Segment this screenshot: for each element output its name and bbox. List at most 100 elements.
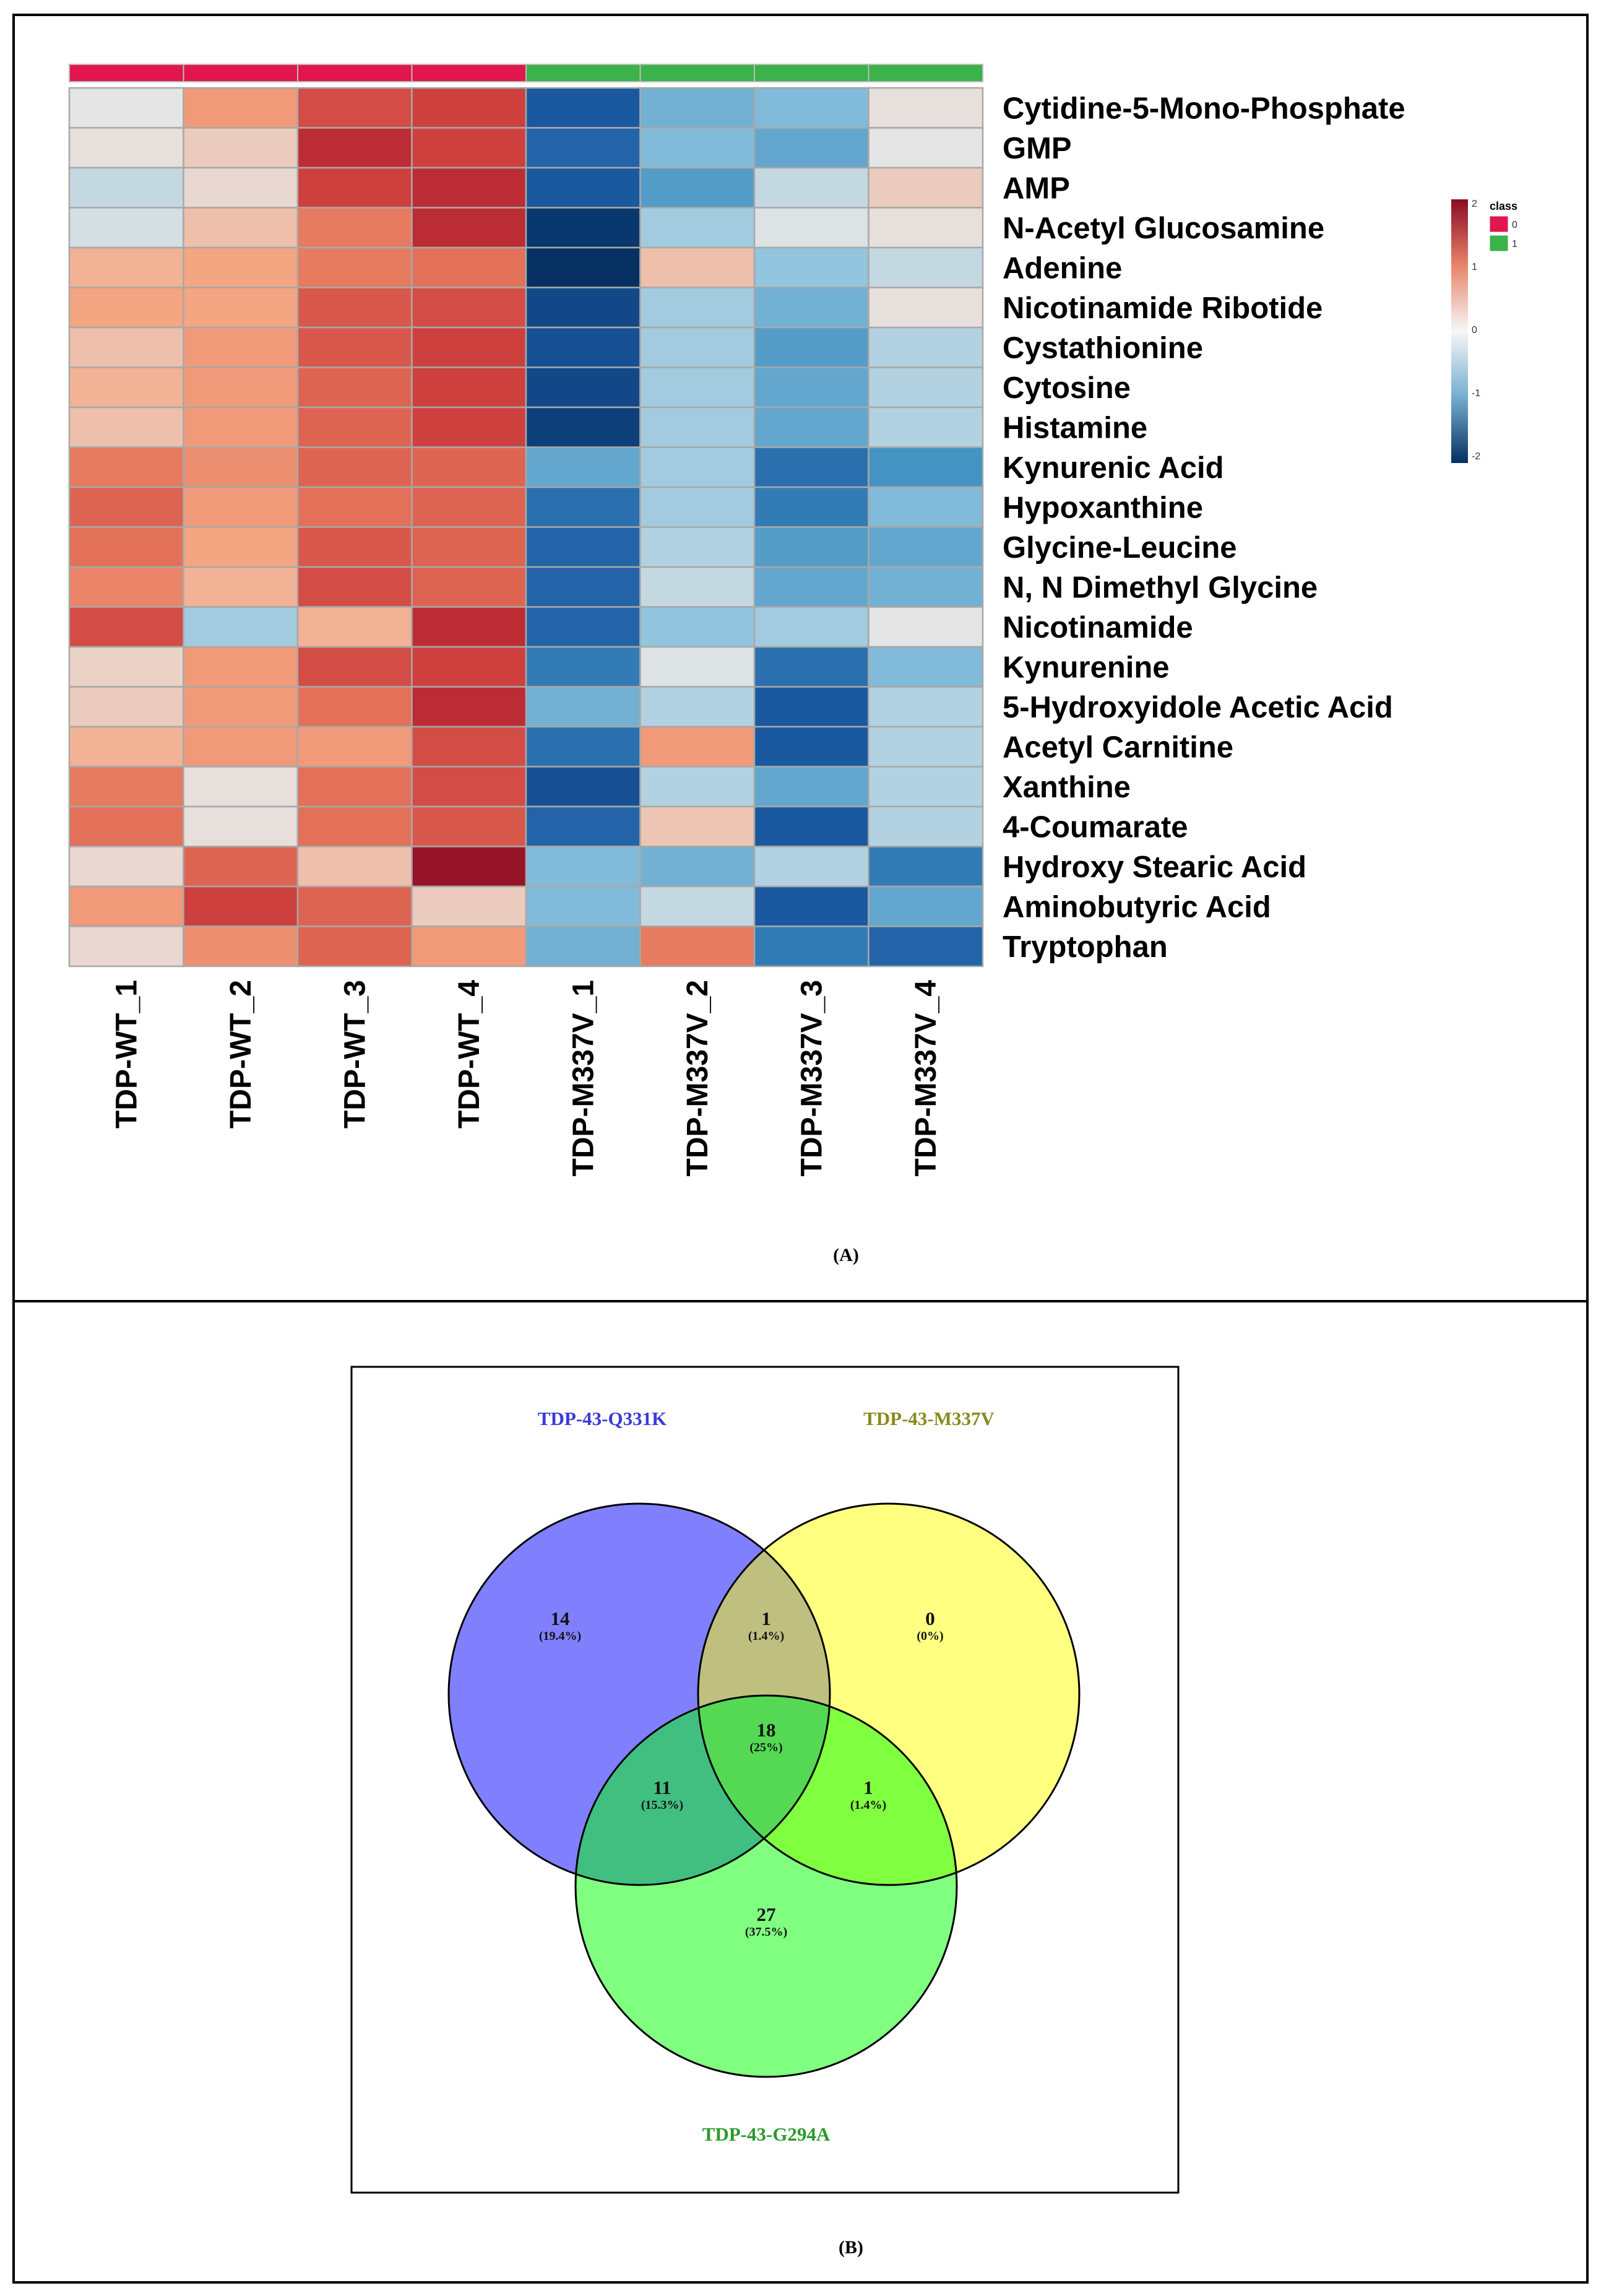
row-label: Histamine bbox=[1003, 411, 1147, 444]
heatmap-cell bbox=[868, 766, 984, 808]
heatmap-cell bbox=[639, 646, 756, 688]
heatmap-cell bbox=[639, 846, 756, 888]
venn-region-count: 0 bbox=[925, 1608, 935, 1629]
heatmap-cell bbox=[868, 726, 984, 768]
heatmap-cell bbox=[868, 326, 984, 368]
heatmap-panel: Cytidine-5-Mono-Phosphate GMP AMP N-Acetyl … bbox=[68, 64, 1517, 1265]
heatmap-cell bbox=[68, 287, 184, 329]
heatmap-cell bbox=[525, 646, 641, 688]
venn-region-percent: (1.4%) bbox=[850, 1798, 886, 1812]
heatmap-cell bbox=[68, 805, 184, 847]
heatmap-cell bbox=[183, 486, 299, 528]
heatmap-cell bbox=[68, 606, 184, 648]
heatmap-cell bbox=[525, 606, 641, 648]
heatmap-cell bbox=[639, 246, 756, 288]
heatmap-cell bbox=[411, 925, 527, 968]
heatmap-cell bbox=[411, 766, 527, 808]
heatmap-cell bbox=[753, 246, 870, 288]
colorbar-tick-label: 0 bbox=[1472, 325, 1477, 336]
venn-region-count: 14 bbox=[551, 1608, 570, 1629]
heatmap-cell bbox=[753, 366, 870, 409]
row-label: Glycine-Leucine bbox=[1003, 531, 1237, 565]
heatmap-cell bbox=[68, 87, 184, 129]
heatmap-cell bbox=[296, 246, 413, 288]
venn-outline-m337v bbox=[697, 1502, 1081, 1886]
heatmap-cell bbox=[296, 366, 413, 409]
heatmap-cell bbox=[868, 207, 984, 249]
heatmap-cell bbox=[411, 566, 527, 608]
heatmap-cell bbox=[411, 366, 527, 409]
heatmap-cell bbox=[68, 686, 184, 728]
class-bar-cell bbox=[639, 64, 755, 82]
venn-region-count: 27 bbox=[757, 1904, 776, 1925]
heatmap-cell bbox=[411, 726, 527, 768]
heatmap-cell bbox=[183, 127, 299, 169]
class-bar-cell bbox=[69, 64, 184, 82]
column-label: TDP-M337V_4 bbox=[910, 980, 943, 1177]
heatmap-cell bbox=[411, 646, 527, 688]
heatmap-cell bbox=[639, 606, 756, 648]
heatmap-cell bbox=[68, 446, 184, 488]
row-label: Nicotinamide Ribotide bbox=[1003, 292, 1323, 325]
heatmap-cell bbox=[68, 846, 184, 888]
row-label: Cytidine-5-Mono-Phosphate bbox=[1003, 92, 1405, 125]
heatmap-cell bbox=[68, 366, 184, 409]
heatmap-cell bbox=[296, 127, 413, 169]
heatmap-cell bbox=[525, 87, 641, 129]
heatmap-cell bbox=[68, 326, 184, 368]
colorbar-tick-label: 1 bbox=[1472, 262, 1477, 272]
heatmap-cell bbox=[411, 486, 527, 528]
venn-region-percent: (19.4%) bbox=[539, 1629, 581, 1643]
column-label: TDP-M337V_1 bbox=[567, 980, 600, 1176]
row-label: N-Acetyl Glucosamine bbox=[1003, 212, 1324, 245]
legend-entries: 01 bbox=[1489, 215, 1517, 252]
heatmap-cell bbox=[525, 805, 641, 847]
row-label: Aminobutyric Acid bbox=[1003, 890, 1271, 924]
heatmap-cell bbox=[296, 287, 413, 329]
venn-region-count: 1 bbox=[761, 1608, 771, 1629]
heatmap-legend: 210-1-2 class 01 bbox=[1451, 199, 1517, 463]
column-label: TDP-M337V_2 bbox=[681, 980, 714, 1176]
heatmap-cell bbox=[868, 127, 984, 169]
heatmap-cell bbox=[639, 287, 756, 329]
heatmap-cell bbox=[183, 766, 299, 808]
heatmap-cell bbox=[753, 846, 870, 888]
legend-swatch bbox=[1489, 235, 1509, 252]
heatmap-cell bbox=[868, 606, 984, 648]
heatmap-cell bbox=[296, 646, 413, 688]
heatmap-cell bbox=[753, 646, 870, 688]
heatmap-cell bbox=[525, 726, 641, 768]
row-label: Adenine bbox=[1003, 251, 1122, 285]
heatmap-cell bbox=[868, 686, 984, 728]
colorbar-tick-label: -2 bbox=[1472, 451, 1480, 462]
heatmap-cell bbox=[868, 246, 984, 288]
heatmap-cell bbox=[183, 606, 299, 648]
heatmap-cell bbox=[411, 127, 527, 169]
heatmap-cell bbox=[525, 287, 641, 329]
heatmap-cell bbox=[753, 566, 870, 608]
row-label: Cystathionine bbox=[1003, 331, 1203, 365]
venn-region-label: 27(37.5%) bbox=[745, 1904, 787, 1939]
heatmap-cell bbox=[639, 127, 756, 169]
heatmap-cell bbox=[183, 446, 299, 488]
heatmap-cell bbox=[753, 766, 870, 808]
venn-region-percent: (15.3%) bbox=[641, 1798, 683, 1812]
heatmap-cell bbox=[639, 326, 756, 368]
heatmap-cell bbox=[868, 805, 984, 847]
heatmap-cell bbox=[183, 246, 299, 288]
heatmap-cell bbox=[183, 326, 299, 368]
row-label: 5-Hydroxyidole Acetic Acid bbox=[1003, 691, 1393, 724]
heatmap-cell bbox=[68, 925, 184, 968]
heatmap-cell bbox=[183, 87, 299, 129]
row-label: AMP bbox=[1003, 171, 1070, 205]
heatmap-cell bbox=[753, 885, 870, 927]
heatmap-cell bbox=[868, 366, 984, 409]
column-label: TDP-WT_2 bbox=[225, 980, 257, 1129]
venn-region-labels: 14(19.4%)1(1.4%)0(0%)18(25%)11(15.3%)1(1… bbox=[539, 1608, 944, 1939]
heatmap-cell bbox=[753, 925, 870, 968]
colorbar-ticks: 2 1 0 -1 -2 bbox=[1472, 199, 1480, 462]
heatmap-cell bbox=[296, 726, 413, 768]
legend-label: 0 bbox=[1512, 220, 1517, 230]
row-labels: Cytidine-5-Mono-Phosphate GMP AMP N-Acetyl … bbox=[1003, 92, 1405, 964]
